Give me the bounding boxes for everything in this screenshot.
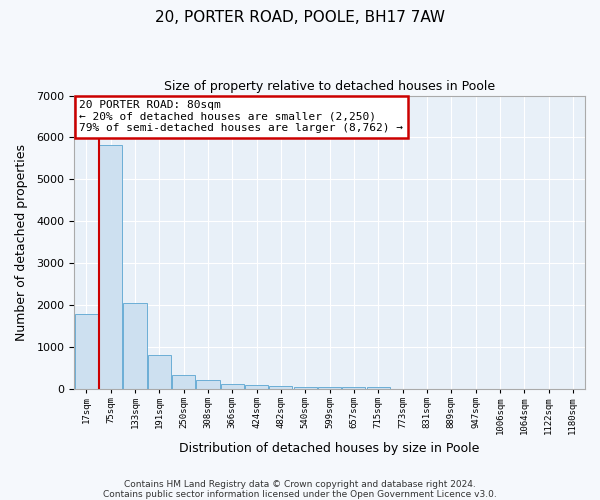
Bar [196, 380, 220, 389]
Bar [148, 354, 171, 389]
Bar [269, 386, 292, 389]
Bar [367, 387, 390, 389]
Bar [294, 386, 317, 389]
Bar [245, 385, 268, 389]
Text: 20 PORTER ROAD: 80sqm
← 20% of detached houses are smaller (2,250)
79% of semi-d: 20 PORTER ROAD: 80sqm ← 20% of detached … [79, 100, 403, 133]
Text: Contains public sector information licensed under the Open Government Licence v3: Contains public sector information licen… [103, 490, 497, 499]
Bar [172, 376, 195, 389]
Bar [75, 314, 98, 389]
Bar [124, 303, 146, 389]
Title: Size of property relative to detached houses in Poole: Size of property relative to detached ho… [164, 80, 495, 93]
Y-axis label: Number of detached properties: Number of detached properties [15, 144, 28, 341]
Text: 20, PORTER ROAD, POOLE, BH17 7AW: 20, PORTER ROAD, POOLE, BH17 7AW [155, 10, 445, 25]
Bar [99, 145, 122, 389]
Bar [343, 387, 365, 389]
Bar [221, 384, 244, 389]
Text: Contains HM Land Registry data © Crown copyright and database right 2024.: Contains HM Land Registry data © Crown c… [124, 480, 476, 489]
Bar [318, 387, 341, 389]
X-axis label: Distribution of detached houses by size in Poole: Distribution of detached houses by size … [179, 442, 480, 455]
